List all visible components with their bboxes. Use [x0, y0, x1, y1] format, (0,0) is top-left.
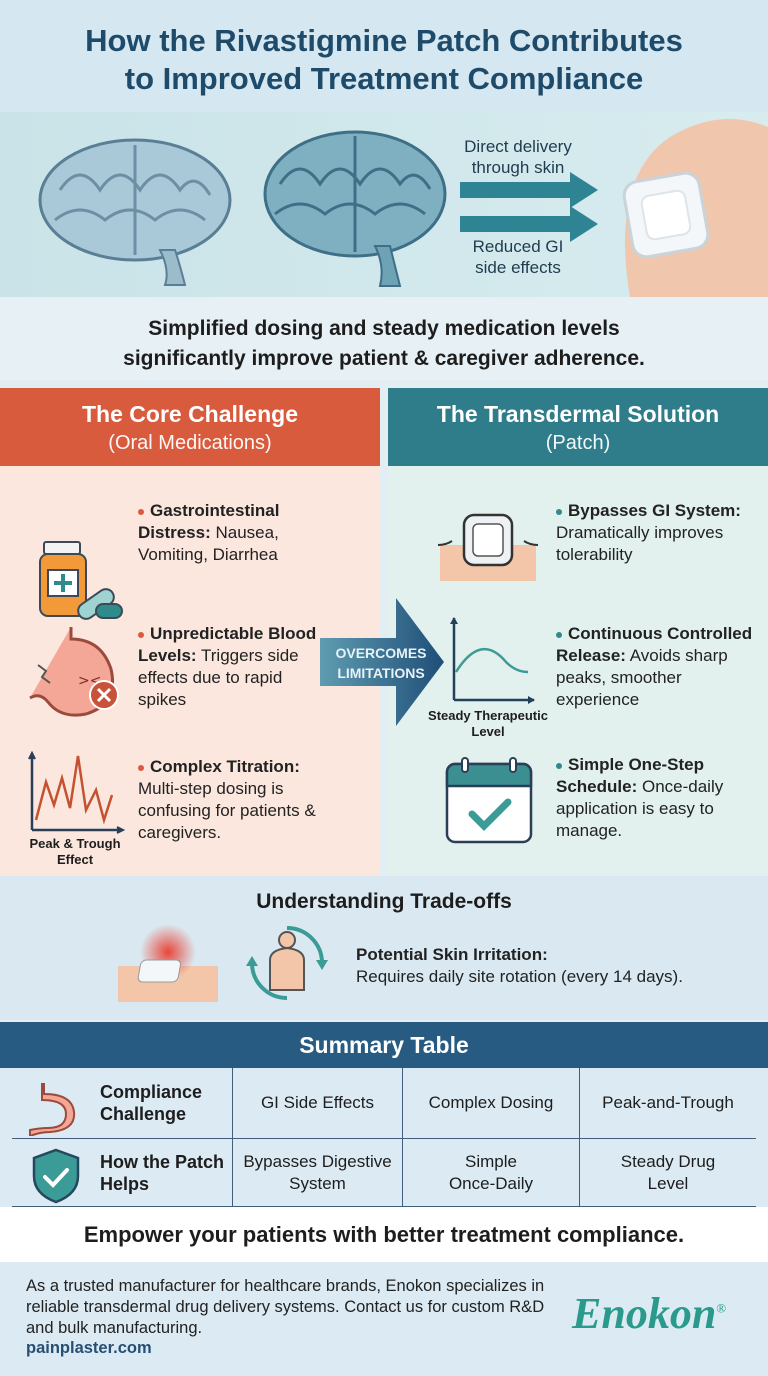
key-message: Simplified dosing and steady medication …	[0, 297, 768, 380]
page-title: How the Rivastigmine Patch Contributes t…	[0, 0, 768, 112]
website-link[interactable]: painplaster.com	[26, 1339, 152, 1357]
bullet-icon	[138, 631, 144, 638]
overcomes-arrow	[320, 598, 444, 726]
bullet-icon	[556, 508, 562, 515]
shoulder-patch-icon	[622, 119, 768, 297]
bullet-icon	[138, 508, 144, 515]
stomach-icon	[29, 1083, 76, 1136]
table-cell: Bypasses Digestive System	[243, 1151, 392, 1193]
arrow-icon	[460, 172, 598, 242]
peak-trough-chart-icon	[28, 750, 126, 834]
solution-item: Bypasses GI System: Dramatically improve…	[556, 501, 741, 564]
table-cell: GI Side Effects	[260, 1093, 375, 1112]
bullet-icon	[556, 762, 562, 769]
table-cell: Steady Drug Level	[620, 1151, 716, 1193]
shield-check-icon	[32, 1148, 80, 1204]
brain-icon	[38, 138, 232, 286]
skin-patch-icon	[438, 513, 538, 581]
site-rotation-icon	[246, 926, 328, 1000]
challenge-item: Gastrointestinal Distress: Nausea, Vomit…	[138, 501, 280, 564]
bullet-icon	[138, 764, 144, 771]
call-to-action: Empower your patients with better treatm…	[0, 1207, 768, 1262]
table-cell: Simple Once-Daily	[448, 1151, 534, 1193]
brain-icon	[263, 130, 447, 287]
overcomes-label: OVERCOMES LIMITATIONS	[335, 645, 427, 681]
table-row-header: Compliance Challenge	[100, 1082, 203, 1124]
upset-stomach-icon: ><	[29, 627, 119, 717]
skin-irritation-icon	[118, 924, 218, 1002]
pill-bottle-icon	[39, 541, 123, 620]
table-row-header: How the Patch Helps	[100, 1151, 225, 1194]
solution-item: Simple One-Step Schedule: Once-daily app…	[556, 755, 724, 840]
table-cell: Peak-and-Trough	[602, 1093, 734, 1112]
bullet-icon	[556, 631, 562, 638]
steady-curve-icon	[450, 617, 535, 704]
enokon-logo: Enokon®	[572, 1289, 727, 1338]
summary-table: Compliance Challenge GI Side Effects Com…	[0, 1068, 768, 1207]
challenge-item: Unpredictable Blood Levels: Triggers sid…	[138, 624, 317, 709]
challenge-item: Complex Titration: Multi-step dosing is …	[138, 757, 316, 842]
summary-title: Summary Table	[0, 1022, 768, 1068]
solution-item: Continuous Controlled Release: Avoids sh…	[556, 624, 753, 709]
footer: As a trusted manufacturer for healthcare…	[0, 1262, 768, 1376]
challenge-header: The Core Challenge (Oral Medications)	[0, 388, 380, 466]
tradeoffs-section: Understanding Trade-offs Potential Skin …	[0, 876, 768, 1020]
table-cell: Complex Dosing	[428, 1093, 554, 1112]
hero-banner: Direct delivery through skin Reduced GI si…	[0, 112, 768, 297]
calendar-check-icon	[445, 757, 533, 844]
solution-header: The Transdermal Solution (Patch)	[388, 388, 768, 466]
